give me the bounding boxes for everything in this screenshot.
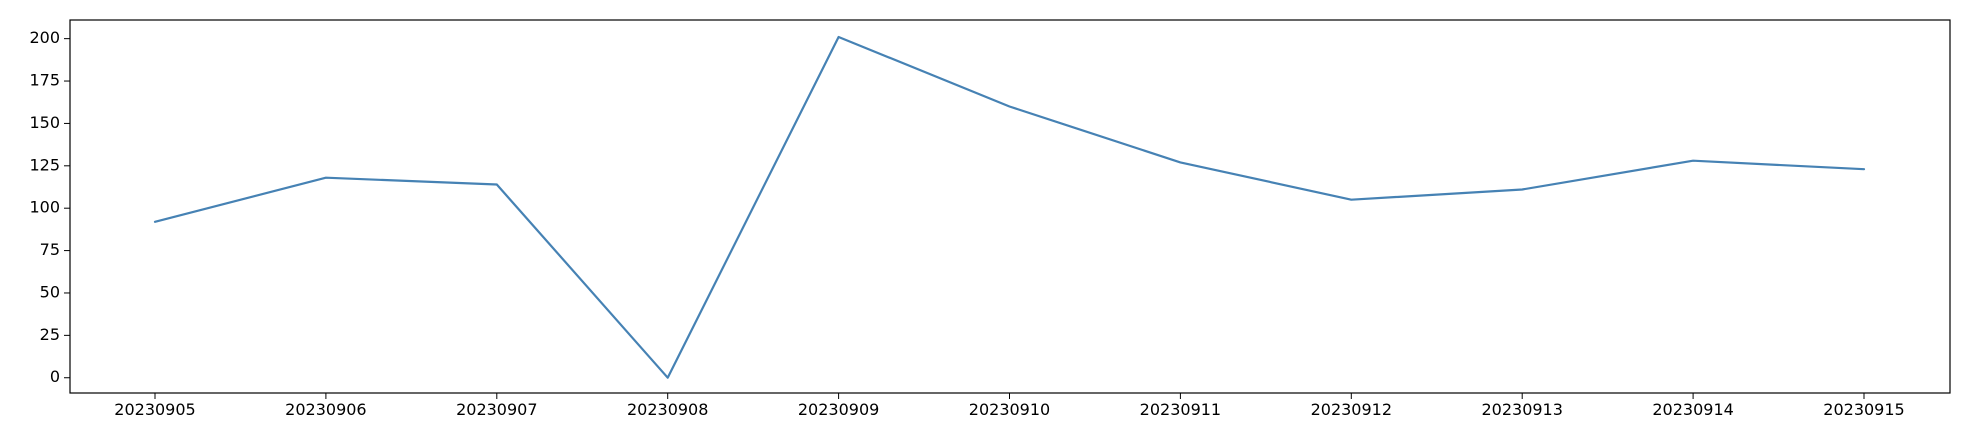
x-tick-label: 20230905	[114, 400, 195, 419]
x-tick-label: 20230911	[1140, 400, 1221, 419]
y-tick-label: 75	[40, 240, 60, 259]
x-tick-label: 20230910	[969, 400, 1050, 419]
x-tick-label: 20230906	[285, 400, 366, 419]
series-layer	[153, 35, 1866, 379]
y-tick-label: 200	[29, 28, 60, 47]
x-tick-label: 20230912	[1311, 400, 1392, 419]
series-line-0	[153, 35, 1866, 379]
y-tick-label: 100	[29, 198, 60, 217]
y-tick-label: 125	[29, 155, 60, 174]
y-tick-label: 175	[29, 71, 60, 90]
y-tick-label: 0	[50, 367, 60, 386]
x-tick-label: 20230908	[627, 400, 708, 419]
ticks-layer: 0 25 50 75 100 125 150 175 200 20230905 20230906 20…	[29, 28, 1904, 419]
x-tick-label: 20230909	[798, 400, 879, 419]
y-tick-label: 50	[40, 282, 60, 301]
x-tick-label: 20230907	[456, 400, 537, 419]
plot-frame	[69, 19, 1951, 394]
y-tick-label: 150	[29, 113, 60, 132]
x-tick-label: 20230915	[1823, 400, 1904, 419]
x-tick-label: 20230914	[1652, 400, 1733, 419]
x-tick-label: 20230913	[1481, 400, 1562, 419]
y-tick-label: 25	[40, 325, 60, 344]
